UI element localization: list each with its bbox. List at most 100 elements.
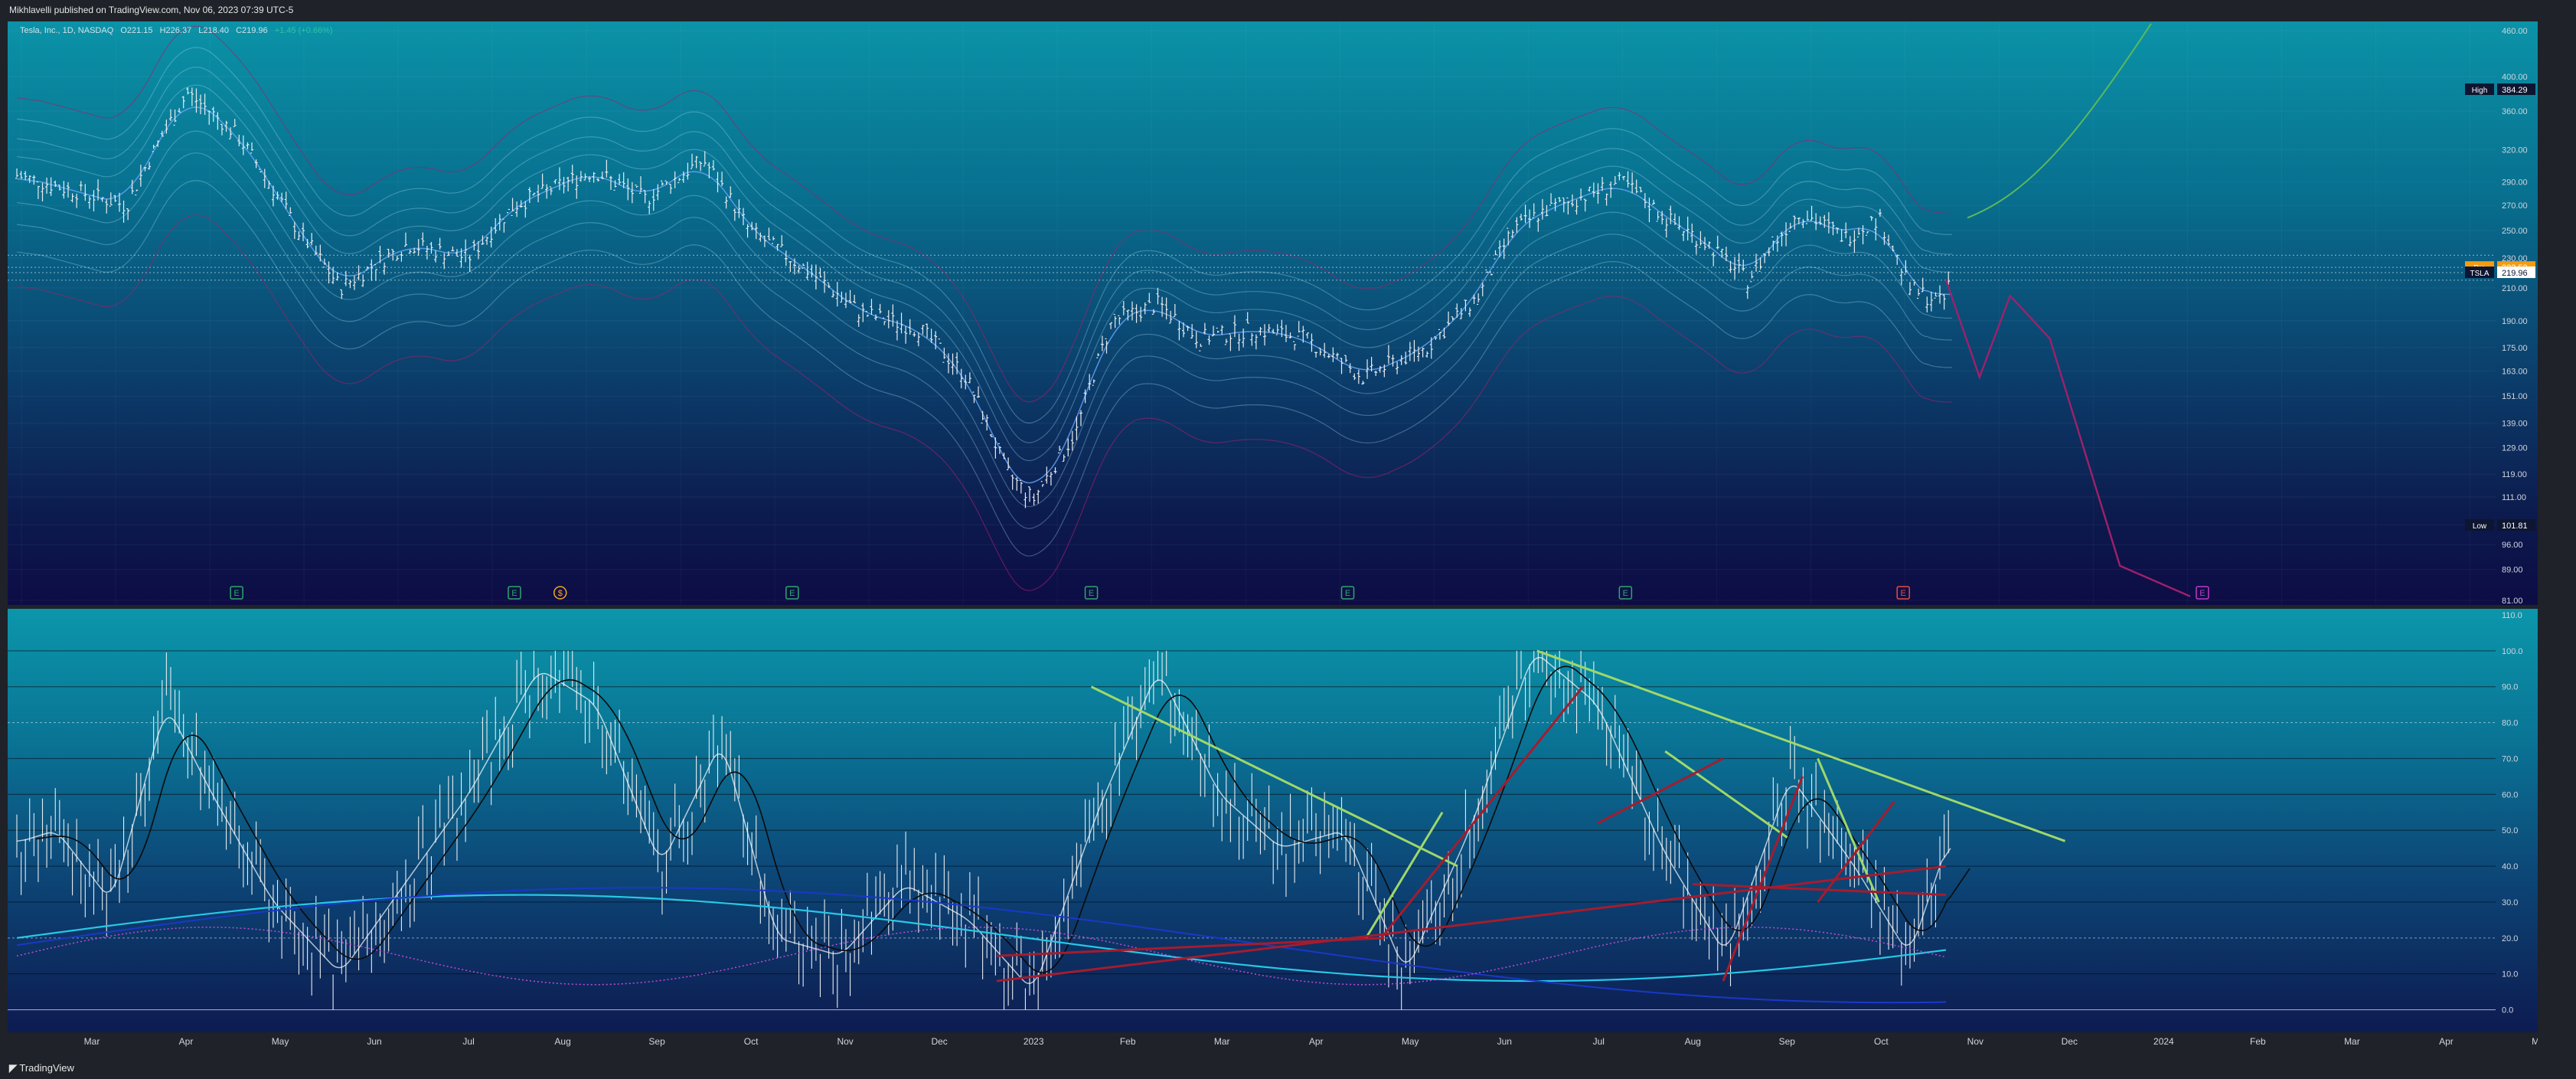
date-axis-label-1: Apr <box>179 1036 194 1047</box>
osc-blue-ma <box>16 887 1947 1004</box>
osc-red-trendline-2 <box>1380 685 1584 939</box>
date-axis-label-23: Feb <box>2250 1036 2266 1047</box>
date-axis-label-24: Mar <box>2344 1036 2360 1047</box>
event-marker-label-3: E <box>789 589 795 598</box>
oscillator-panel[interactable]: 110.0 100.0 90.0 80.0 70.0 60.0 50.0 40.0 30.0 20… <box>8 609 2538 1032</box>
price-tick-label-15: 119.00 <box>2502 470 2527 479</box>
osc-tick-label-6: 50.0 <box>2502 826 2518 835</box>
price-tag-value-3: 101.81 <box>2502 522 2528 531</box>
price-tag-label-bg-2 <box>2465 266 2494 279</box>
footer-brand: TradingView <box>19 1062 74 1074</box>
osc-red-trendline-6 <box>1817 800 1895 903</box>
ribbon-band-3 <box>16 130 1953 508</box>
price-tag-value-bg-2 <box>2497 266 2535 279</box>
price-tick-label-7: 230.00 <box>2502 254 2528 263</box>
price-tick-label-5: 270.00 <box>2502 201 2528 211</box>
price-tick-label-11: 163.00 <box>2502 367 2528 376</box>
projection-down-path <box>1944 280 2191 597</box>
event-marker-label-8: E <box>2199 589 2205 598</box>
price-tag-value-bg-3 <box>2497 519 2535 531</box>
osc-tick-label-8: 30.0 <box>2502 898 2518 907</box>
date-axis-label-26: May <box>2532 1036 2538 1047</box>
price-tag-value-2: 219.96 <box>2502 269 2528 278</box>
osc-cyan-ma <box>16 894 1947 983</box>
event-marker-8 <box>2196 586 2209 600</box>
price-tick-label-16: 111.00 <box>2502 493 2526 502</box>
date-axis[interactable]: Mar Apr May Jun Jul Aug Sep Oct Nov Dec 2023 Feb Mar… <box>8 1032 2549 1051</box>
osc-green-trendline-2 <box>1664 750 1788 839</box>
osc-bars <box>16 650 1949 1010</box>
price-tick-label-0: 460.00 <box>2502 27 2528 36</box>
event-marker-3 <box>785 586 799 600</box>
osc-tick-label-11: 0.0 <box>2502 1006 2513 1015</box>
price-tag-label-bg-3 <box>2465 519 2494 531</box>
osc-tick-label-5: 60.0 <box>2502 790 2518 799</box>
price-tag-value-0: 384.29 <box>2502 86 2528 95</box>
osc-magenta-dotted <box>16 927 1947 986</box>
price-change: +1.45 (+0.66%) <box>274 26 333 35</box>
date-axis-label-25: Apr <box>2439 1036 2454 1047</box>
event-marker-1 <box>508 586 521 600</box>
footer-bar: ◤ TradingView <box>0 1057 2576 1079</box>
event-marker-label-5: E <box>1345 589 1350 598</box>
event-marker-label-6: E <box>1623 589 1628 598</box>
osc-red-trendline-4 <box>1693 883 1947 897</box>
osc-tick-label-2: 90.0 <box>2502 683 2518 692</box>
date-axis-label-18: Sep <box>1779 1036 1796 1047</box>
price-tag-label-3: Low <box>2473 522 2487 531</box>
event-marker-label-2: $ <box>558 589 563 598</box>
ribbon-band-2 <box>16 152 1953 529</box>
event-marker-label-4: E <box>1089 589 1094 598</box>
event-marker-0 <box>230 586 243 600</box>
ribbon-band-1 <box>16 180 1953 557</box>
ribbon-center-line <box>16 106 1953 484</box>
date-axis-label-9: Dec <box>931 1036 947 1047</box>
date-axis-label-10: 2023 <box>1024 1036 1044 1047</box>
date-axis-label-19: Oct <box>1874 1036 1889 1047</box>
price-tick-label-1: 400.00 <box>2502 73 2528 82</box>
date-axis-label-21: Dec <box>2062 1036 2078 1047</box>
osc-slow-line <box>35 665 1970 973</box>
date-axis-label-6: Sep <box>648 1036 665 1047</box>
date-axis-label-12: Mar <box>1214 1036 1230 1047</box>
osc-red-trendline-1 <box>996 865 1947 983</box>
price-tick-label-2: 360.00 <box>2502 107 2528 116</box>
osc-tick-label-1: 100.0 <box>2502 647 2523 656</box>
event-marker-4 <box>1084 586 1099 600</box>
date-axis-label-22: 2024 <box>2153 1036 2174 1047</box>
price-chart[interactable]: 460.00 400.00 360.00 320.00 290.00 270.00 250.… <box>8 21 2538 605</box>
osc-tick-label-9: 20.0 <box>2502 934 2518 943</box>
date-axis-label-8: Nov <box>837 1036 853 1047</box>
projection-up-curve <box>1967 23 2152 219</box>
date-axis-svg: Mar Apr May Jun Jul Aug Sep Oct Nov Dec 2023 Feb Mar… <box>84 1036 2549 1047</box>
date-axis-label-11: Feb <box>1120 1036 1136 1047</box>
symbol-legend: Tesla, Inc., 1D, NASDAQ O221.15 H226.37 … <box>20 26 338 35</box>
ohlc-high: H226.37 <box>159 26 192 35</box>
price-tag-label-2: TSLA <box>2470 270 2489 278</box>
osc-tick-label-3: 80.0 <box>2502 719 2518 728</box>
date-axis-label-15: Jun <box>1497 1036 1512 1047</box>
event-marker-label-1: E <box>511 589 517 598</box>
tradingview-logo-icon: ◤ <box>9 1062 17 1074</box>
event-marker-2 <box>553 586 567 600</box>
price-tick-label-4: 290.00 <box>2502 178 2528 188</box>
price-tick-label-12: 151.00 <box>2502 392 2528 401</box>
oscillator-chart[interactable]: 110.0 100.0 90.0 80.0 70.0 60.0 50.0 40.0 30.0 20… <box>8 609 2538 1032</box>
price-tick-label-20: 81.00 <box>2502 597 2523 605</box>
price-tick-label-6: 250.00 <box>2502 227 2528 236</box>
price-tag-value-bg-0 <box>2497 83 2535 96</box>
date-axis-label-20: Nov <box>1967 1036 1983 1047</box>
price-panel[interactable]: 460.00 400.00 360.00 320.00 290.00 270.00 250.… <box>8 21 2538 605</box>
price-tick-label-14: 129.00 <box>2502 444 2528 453</box>
ohlc-low: L218.40 <box>198 26 230 35</box>
price-tick-label-18: 96.00 <box>2502 541 2523 550</box>
osc-green-trendline-3 <box>1365 812 1444 939</box>
osc-fast-line <box>16 656 1951 985</box>
price-tick-label-13: 139.00 <box>2502 420 2528 429</box>
price-tick-label-3: 320.00 <box>2502 146 2528 155</box>
date-axis-label-13: Apr <box>1309 1036 1324 1047</box>
ohlc-open: O221.15 <box>120 26 153 35</box>
ribbon-band-6 <box>16 47 1953 423</box>
date-axis-label-14: May <box>1402 1036 1419 1047</box>
pane-divider[interactable] <box>8 605 2576 609</box>
